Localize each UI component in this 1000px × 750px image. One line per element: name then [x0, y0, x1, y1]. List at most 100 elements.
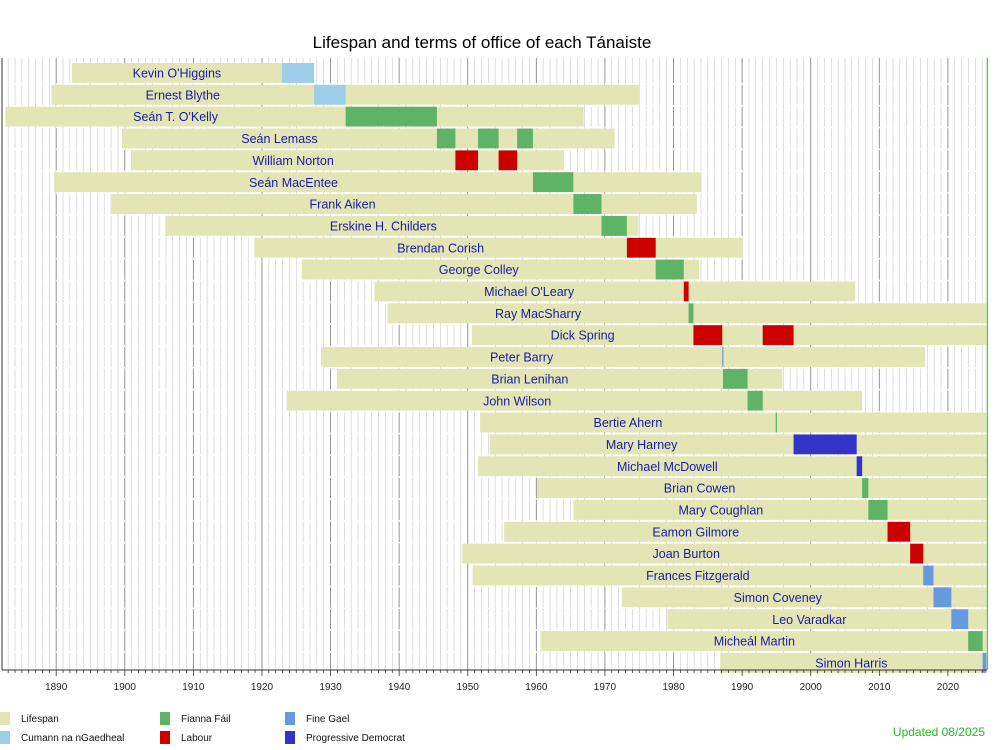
- legend-label: Progressive Democrat: [306, 733, 405, 744]
- row-brendan-corish: Brendan Corish: [2, 237, 987, 260]
- term-bar: [683, 281, 689, 302]
- person-name: George Colley: [439, 263, 520, 277]
- term-bar: [517, 128, 533, 149]
- legend-swatch: [160, 712, 170, 725]
- x-tick-label: 2000: [800, 682, 823, 693]
- term-bar: [868, 500, 888, 520]
- person-name: Frank Aiken: [310, 198, 376, 212]
- x-tick-label: 1990: [731, 682, 754, 693]
- person-name: Ernest Blythe: [146, 88, 220, 102]
- row-michael-mcdowell: Michael McDowell: [2, 456, 987, 478]
- legend-swatch: [160, 731, 170, 744]
- person-name: Brian Lenihan: [491, 372, 568, 386]
- term-bar: [762, 325, 794, 346]
- x-tick-label: 2010: [868, 682, 891, 693]
- row-bertie-ahern: Bertie Ahern: [2, 412, 987, 435]
- term-bar: [573, 194, 602, 214]
- row-leo-varadkar: Leo Varadkar: [2, 609, 987, 631]
- lifespan-bar: [573, 500, 987, 520]
- x-tick-label: 1960: [525, 682, 548, 693]
- lifespan-bar: [111, 194, 697, 214]
- term-bar: [532, 172, 574, 193]
- term-bar: [722, 347, 724, 367]
- lifespan-bar: [480, 412, 987, 433]
- lifespan-bar: [71, 63, 315, 83]
- lifespan-bar: [122, 128, 615, 149]
- term-bar: [693, 325, 723, 346]
- x-tick-label: 1980: [662, 682, 685, 693]
- row-william-norton: William Norton: [2, 150, 987, 172]
- lifespan-bar: [54, 172, 702, 193]
- row-se-n-t-o-kelly: Seán T. O'Kelly: [2, 106, 987, 129]
- lifespan-bar: [504, 521, 987, 542]
- updated-annotation: Updated 08/2025: [893, 725, 985, 739]
- row-john-wilson: John Wilson: [2, 390, 987, 413]
- person-name: Seán Lemass: [241, 132, 317, 146]
- person-name: Erskine H. Childers: [330, 219, 437, 233]
- lifespan-bar: [254, 237, 743, 258]
- term-bar: [688, 303, 694, 324]
- lifespan-bar: [387, 303, 987, 324]
- lifespan-bar: [667, 609, 987, 630]
- term-bar: [655, 259, 684, 280]
- term-bar: [793, 434, 857, 455]
- legend-label: Cumann na nGaedheal: [21, 733, 124, 744]
- person-name: Michael O'Leary: [484, 285, 575, 299]
- person-name: Leo Varadkar: [772, 613, 846, 627]
- lifespan-bar: [286, 390, 863, 411]
- term-bar: [856, 456, 863, 477]
- term-bar: [314, 84, 346, 105]
- term-bar: [775, 412, 777, 433]
- person-name: Mary Coughlan: [678, 504, 763, 518]
- lifespan-bar: [374, 281, 856, 302]
- row-miche-l-martin: Micheál Martin: [2, 631, 987, 653]
- legend-label: Labour: [181, 733, 213, 744]
- person-name: Simon Harris: [815, 656, 887, 670]
- term-bar: [982, 652, 987, 673]
- x-axis: 1890 1900 1910 1920 1930 1940 1950 1960 1970 1980…: [1, 58, 988, 693]
- legend-label: Fine Gael: [306, 714, 349, 725]
- person-name: Brendan Corish: [397, 241, 484, 255]
- term-bar: [601, 215, 627, 236]
- row-frances-fitzgerald: Frances Fitzgerald: [2, 565, 987, 588]
- term-bar: [933, 587, 952, 608]
- legend-swatch: [285, 712, 295, 725]
- term-bar: [626, 237, 656, 258]
- term-bar: [478, 128, 499, 149]
- term-bar: [862, 478, 869, 498]
- row-joan-burton: Joan Burton: [2, 543, 987, 566]
- person-name: Michael McDowell: [617, 460, 718, 474]
- term-bar: [923, 565, 934, 586]
- lifespan-bar: [471, 325, 987, 346]
- lifespan-bar: [130, 150, 564, 171]
- row-peter-barry: Peter Barry: [2, 347, 987, 369]
- row-mary-harney: Mary Harney: [2, 434, 987, 457]
- person-name: Joan Burton: [653, 547, 720, 561]
- row-ray-macsharry: Ray MacSharry: [2, 303, 987, 325]
- row-se-n-lemass: Seán Lemass: [2, 128, 987, 151]
- lifespan-bar: [489, 434, 987, 455]
- person-name: Mary Harney: [606, 438, 678, 452]
- bars: Kevin O'Higgins Ernest Blythe Seán T. O'Ke…: [2, 63, 987, 675]
- person-name: Brian Cowen: [664, 482, 736, 496]
- term-bar: [910, 543, 924, 564]
- term-bar: [887, 521, 911, 542]
- term-bar: [747, 390, 763, 411]
- row-ernest-blythe: Ernest Blythe: [2, 84, 987, 107]
- row-kevin-o-higgins: Kevin O'Higgins: [2, 63, 987, 85]
- row-brian-cowen: Brian Cowen: [2, 478, 987, 500]
- person-name: John Wilson: [483, 394, 551, 408]
- term-bar: [968, 631, 983, 651]
- row-eamon-gilmore: Eamon Gilmore: [2, 521, 987, 544]
- x-tick-label: 2020: [937, 682, 960, 693]
- person-name: Seán T. O'Kelly: [133, 110, 219, 124]
- row-mary-coughlan: Mary Coughlan: [2, 500, 987, 522]
- person-name: Ray MacSharry: [495, 307, 582, 321]
- row-george-colley: George Colley: [2, 259, 987, 282]
- legend-label: Fianna Fáil: [181, 714, 230, 725]
- lifespan-bar: [720, 652, 987, 673]
- lifespan-bar: [478, 456, 987, 477]
- row-simon-harris: Simon Harris: [2, 652, 987, 675]
- x-tick-label: 1910: [182, 682, 205, 693]
